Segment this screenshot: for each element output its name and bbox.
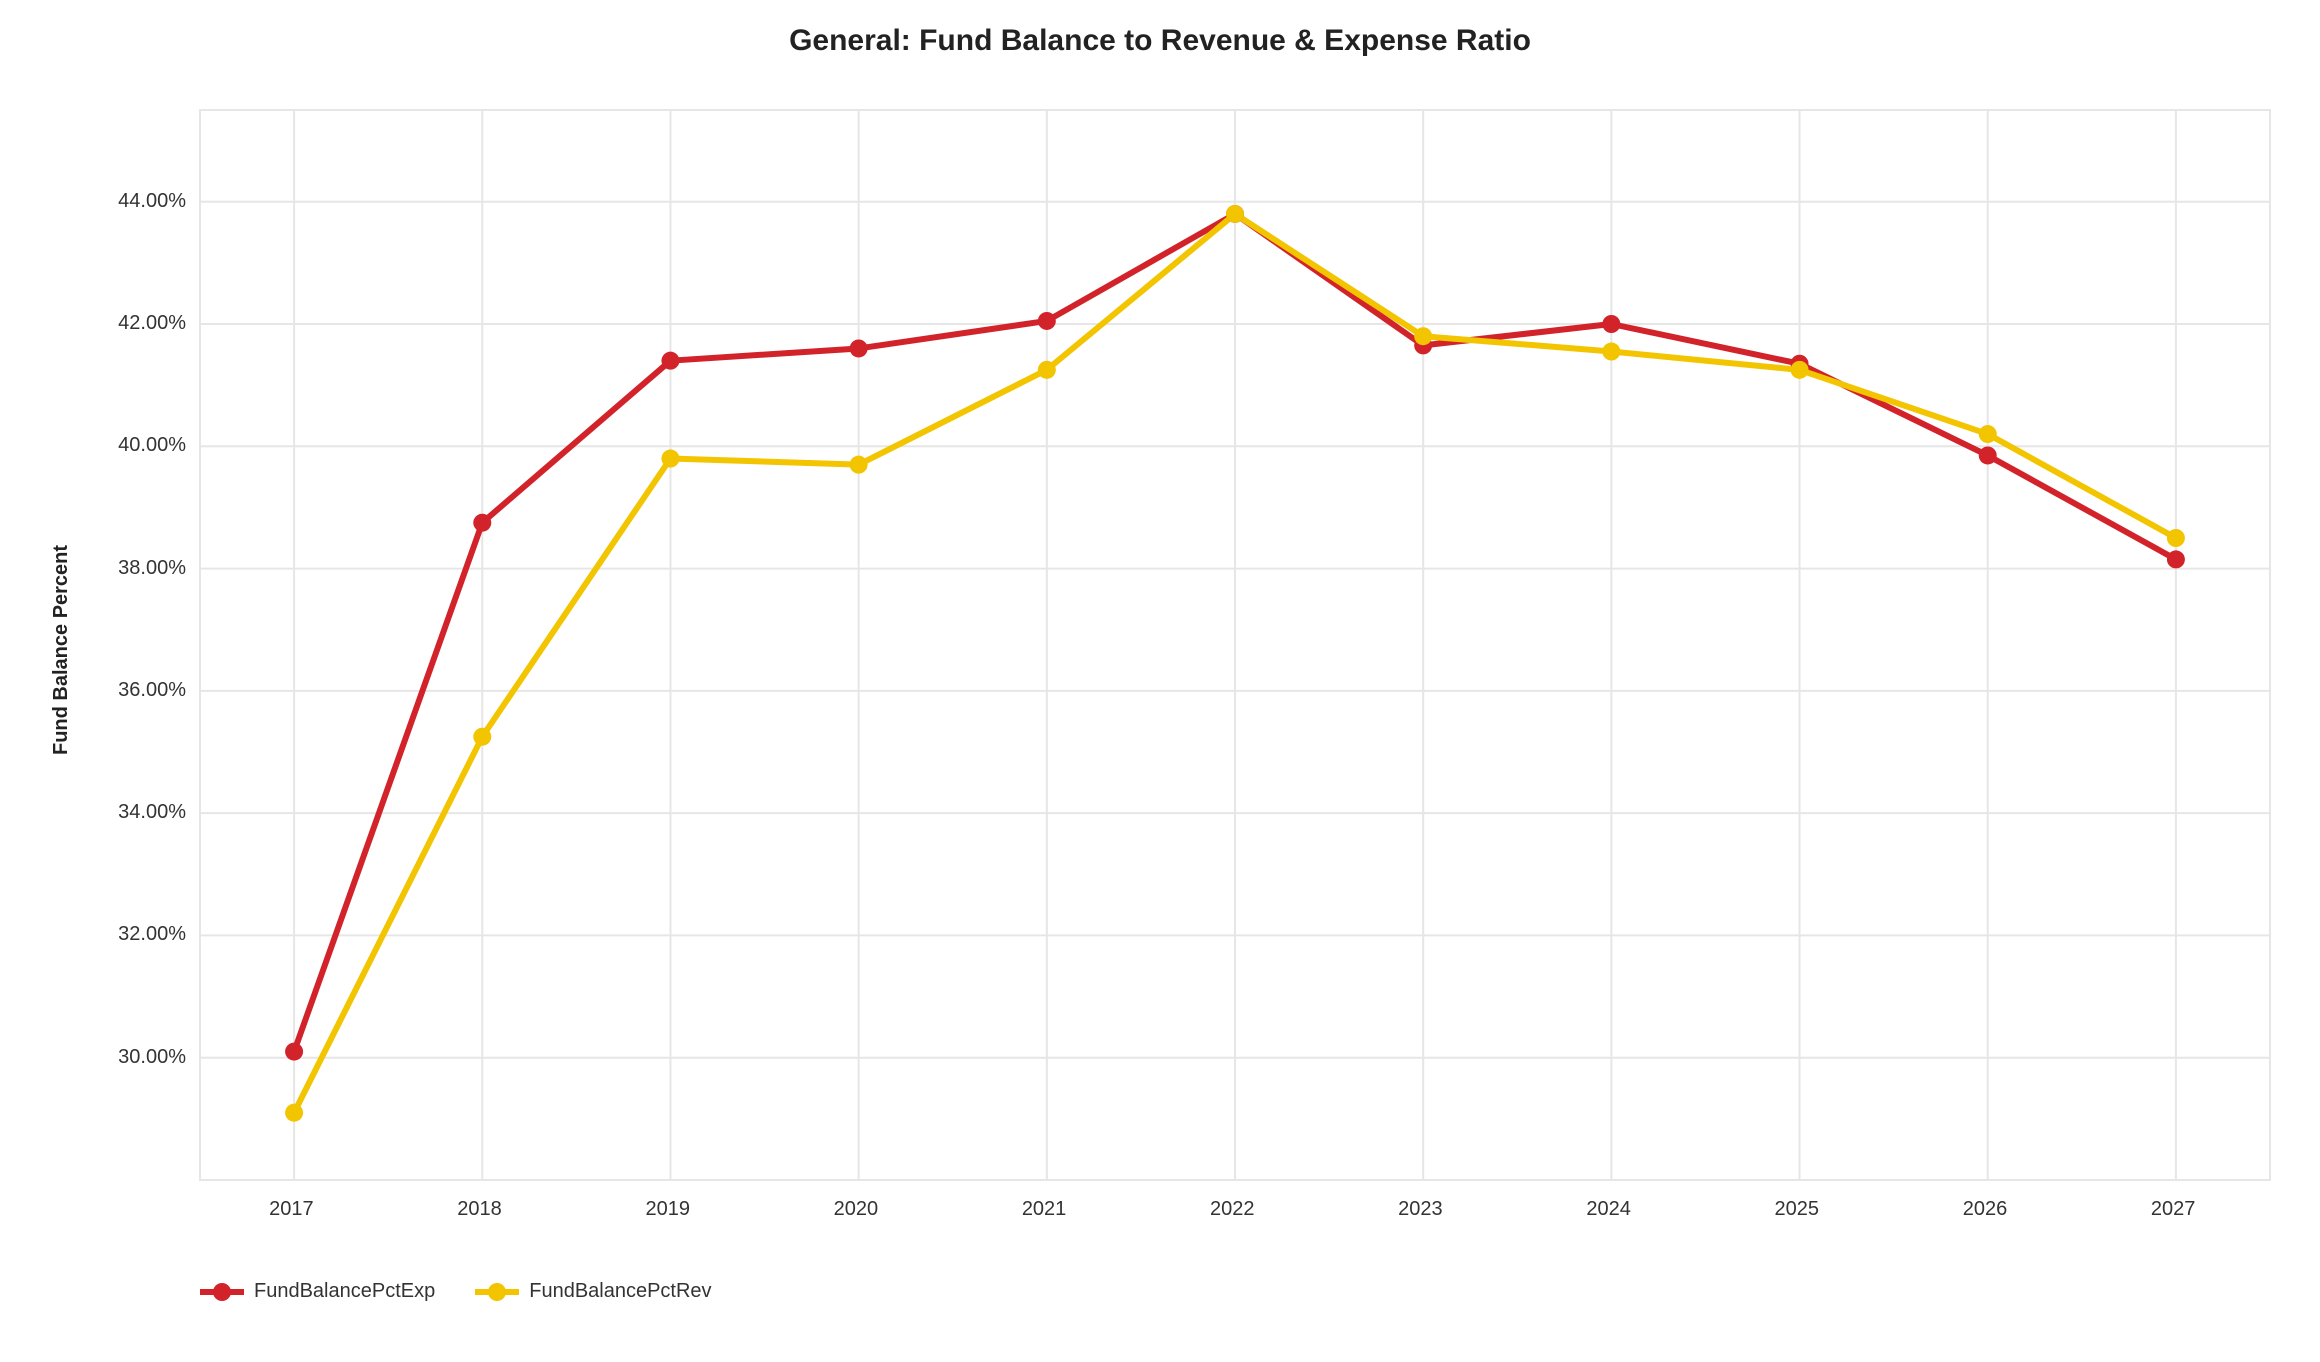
legend-swatch bbox=[475, 1282, 519, 1302]
x-tick-label: 2026 bbox=[1963, 1198, 2008, 1221]
series-marker bbox=[661, 352, 679, 370]
series-marker bbox=[850, 456, 868, 474]
x-tick-label: 2021 bbox=[1022, 1198, 1067, 1221]
series-marker bbox=[1414, 327, 1432, 345]
x-tick-label: 2018 bbox=[457, 1198, 502, 1221]
series-marker bbox=[1979, 446, 1997, 464]
x-tick-label: 2017 bbox=[269, 1198, 314, 1221]
legend-label: FundBalancePctRev bbox=[529, 1280, 711, 1303]
y-tick-label: 40.00% bbox=[118, 434, 186, 457]
x-tick-label: 2024 bbox=[1586, 1198, 1631, 1221]
series-marker bbox=[661, 450, 679, 468]
series-marker bbox=[1038, 361, 1056, 379]
x-tick-label: 2025 bbox=[1775, 1198, 1820, 1221]
y-tick-label: 42.00% bbox=[118, 312, 186, 335]
series-marker bbox=[1226, 205, 1244, 223]
x-tick-label: 2027 bbox=[2151, 1198, 2196, 1221]
y-tick-label: 34.00% bbox=[118, 801, 186, 824]
series-marker bbox=[1602, 315, 1620, 333]
series-marker bbox=[850, 339, 868, 357]
series-marker bbox=[1602, 343, 1620, 361]
legend-item[interactable]: FundBalancePctRev bbox=[475, 1280, 711, 1303]
y-tick-label: 44.00% bbox=[118, 190, 186, 213]
legend-swatch bbox=[200, 1282, 244, 1302]
series-marker bbox=[473, 728, 491, 746]
series-marker bbox=[285, 1104, 303, 1122]
chart-container: General: Fund Balance to Revenue & Expen… bbox=[0, 0, 2320, 1362]
y-tick-label: 32.00% bbox=[118, 923, 186, 946]
series-marker bbox=[1791, 361, 1809, 379]
x-tick-label: 2020 bbox=[834, 1198, 879, 1221]
x-tick-label: 2023 bbox=[1398, 1198, 1443, 1221]
series-marker bbox=[473, 514, 491, 532]
series-marker bbox=[1038, 312, 1056, 330]
series-marker bbox=[2167, 529, 2185, 547]
x-tick-label: 2022 bbox=[1210, 1198, 1255, 1221]
chart-plot bbox=[0, 0, 2320, 1362]
chart-legend: FundBalancePctExp FundBalancePctRev bbox=[200, 1280, 712, 1303]
y-tick-label: 30.00% bbox=[118, 1046, 186, 1069]
x-tick-label: 2019 bbox=[645, 1198, 690, 1221]
y-tick-label: 38.00% bbox=[118, 557, 186, 580]
series-marker bbox=[1979, 425, 1997, 443]
legend-item[interactable]: FundBalancePctExp bbox=[200, 1280, 435, 1303]
series-marker bbox=[285, 1043, 303, 1061]
legend-label: FundBalancePctExp bbox=[254, 1280, 435, 1303]
y-tick-label: 36.00% bbox=[118, 679, 186, 702]
series-marker bbox=[2167, 550, 2185, 568]
